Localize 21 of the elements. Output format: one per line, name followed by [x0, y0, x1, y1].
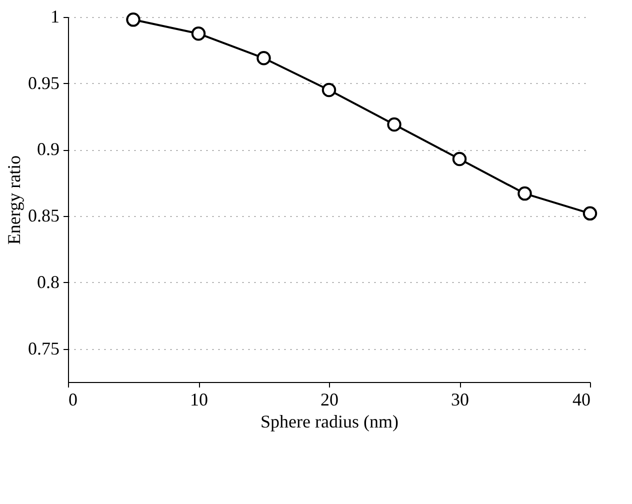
x-tick-label: 20 [320, 390, 338, 410]
y-tick-label: 1 [50, 6, 60, 26]
point [518, 186, 532, 201]
x-axis-title: Sphere radius (nm) [260, 412, 398, 432]
x-tick-label: 30 [451, 390, 469, 410]
point [191, 26, 206, 41]
y-tick-label: 0.9 [37, 139, 60, 160]
point [126, 12, 140, 27]
y-tick-label: 0.85 [28, 206, 60, 226]
x-tick-label: 40 [572, 390, 590, 410]
y-tick-label: 0.75 [28, 338, 60, 358]
point [452, 152, 467, 166]
y-tick-label: 0.95 [28, 72, 60, 93]
point [322, 82, 336, 98]
y-tick-label: 0.8 [37, 272, 60, 292]
x-tick-label: 10 [190, 390, 208, 410]
point [387, 117, 402, 132]
y-axis-title: Energy ratio [4, 155, 24, 245]
point [256, 51, 271, 66]
point [582, 206, 598, 221]
x-tick-label: 0 [68, 390, 78, 410]
